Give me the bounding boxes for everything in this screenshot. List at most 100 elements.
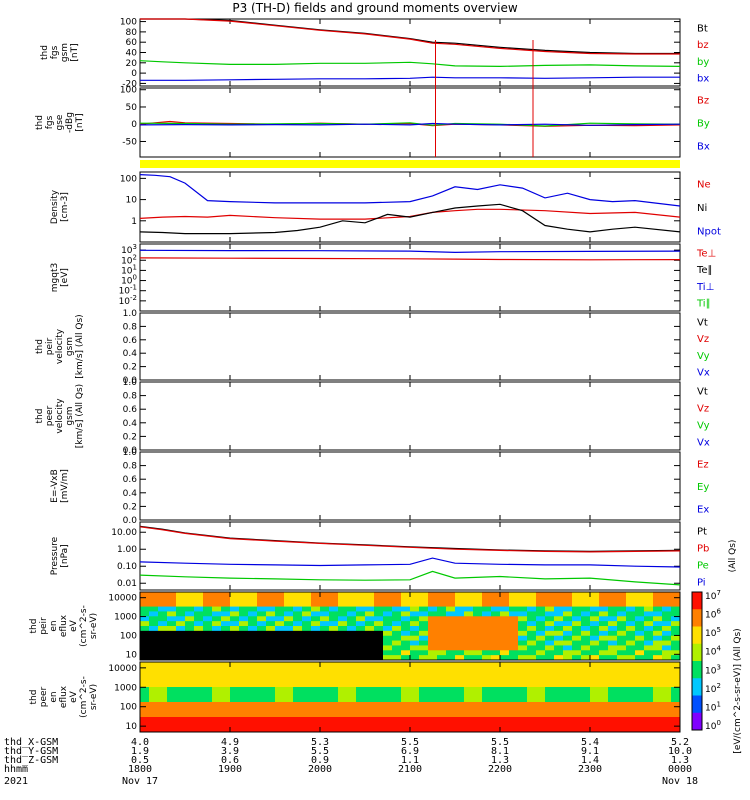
footer-value: 5.5 <box>401 737 419 748</box>
spectrogram-cell <box>365 667 375 673</box>
spectrogram-cell <box>401 611 411 617</box>
spectrogram-cell <box>257 697 267 703</box>
spectrogram-cell <box>338 717 348 723</box>
spectrogram-cell <box>212 662 222 668</box>
spectrogram-cell <box>644 630 654 637</box>
spectrogram-cell <box>158 645 168 651</box>
footer-value: 1.4 <box>581 755 599 766</box>
spectrogram-cell <box>518 722 528 728</box>
spectrogram-cell <box>266 655 276 661</box>
spectrogram-cell <box>374 635 384 642</box>
spectrogram-cell <box>437 727 447 733</box>
spectrogram-cell <box>590 722 600 728</box>
spectrogram-cell <box>365 717 375 723</box>
spectrogram-cell <box>626 702 636 708</box>
spectrogram-cell <box>167 692 177 698</box>
spectrogram-cell <box>356 645 366 651</box>
spectrogram-cell <box>302 722 312 728</box>
spectrogram-cell <box>491 645 501 651</box>
spectrogram-cell <box>500 667 510 673</box>
spectrogram-cell <box>185 621 195 627</box>
quality-flag-bar <box>140 160 680 168</box>
spectrogram-cell <box>635 626 645 632</box>
legend-entry: Ne <box>697 180 711 191</box>
spectrogram-cell <box>617 697 627 703</box>
spectrogram-cell <box>473 712 483 718</box>
spectrogram-cell <box>212 692 222 698</box>
spectrogram-cell <box>383 621 393 627</box>
spectrogram-cell <box>239 667 249 673</box>
y-axis-label: [cm-3] <box>60 192 70 222</box>
spectrogram-cell <box>446 601 456 608</box>
spectrogram-cell <box>302 606 312 612</box>
spectrogram-cell <box>293 650 303 656</box>
spectrogram-cell <box>617 630 627 637</box>
spectrogram-cell <box>356 717 366 723</box>
spectrogram-cell <box>203 682 213 688</box>
spectrogram-cell <box>311 727 321 733</box>
spectrogram-cell <box>491 672 501 678</box>
spectrogram-cell <box>671 601 681 608</box>
spectrogram-cell <box>266 692 276 698</box>
spectrogram-cell <box>221 650 231 656</box>
spectrogram-cell <box>140 687 150 693</box>
spectrogram-cell <box>518 655 528 661</box>
spectrogram-cell <box>644 616 654 622</box>
spectrogram-cell <box>239 722 249 728</box>
spectrogram-cell <box>473 655 483 661</box>
spectrogram-cell <box>320 722 330 728</box>
spectrogram-cell <box>347 702 357 708</box>
spectrogram-cell <box>617 621 627 627</box>
spectrogram-cell <box>653 727 663 733</box>
spectrogram-cell <box>383 662 393 668</box>
spectrogram-cell <box>662 650 672 656</box>
spectrogram-cell <box>284 722 294 728</box>
y-axis-label: peir <box>45 337 55 355</box>
spectrogram-cell <box>275 650 285 656</box>
spectrogram-cell <box>581 635 591 642</box>
spectrogram-cell <box>509 712 519 718</box>
spectrogram-cell <box>302 697 312 703</box>
spectrogram-cell <box>266 727 276 733</box>
spectrogram-cell <box>626 621 636 627</box>
y-axis-label: fgs <box>50 45 60 59</box>
spectrogram-cell <box>149 722 159 728</box>
spectrogram-cell <box>185 697 195 703</box>
spectrogram-cell <box>212 626 222 632</box>
spectrogram-cell <box>419 707 429 713</box>
spectrogram-cell <box>446 592 456 598</box>
spectrogram-cell <box>176 722 186 728</box>
spectrogram-cell <box>635 682 645 688</box>
spectrogram-cell <box>293 687 303 693</box>
spectrogram-cell <box>365 626 375 632</box>
spectrogram-cell <box>194 692 204 698</box>
spectrogram-cell <box>410 626 420 632</box>
spectrogram-cell <box>590 727 600 733</box>
spectrogram-cell <box>392 645 402 651</box>
spectrogram-cell <box>572 712 582 718</box>
spectrogram-cell <box>185 626 195 632</box>
spectrogram-cell <box>473 592 483 598</box>
spectrogram-cell <box>167 672 177 678</box>
spectrogram-cell <box>518 650 528 656</box>
spectrogram-cell <box>284 662 294 668</box>
spectrogram-cell <box>671 682 681 688</box>
spectrogram-cell <box>662 707 672 713</box>
spectrogram-cell <box>581 672 591 678</box>
spectrogram-cell <box>626 692 636 698</box>
series-line-Pb <box>139 526 681 553</box>
legend-entry: Pi <box>697 578 706 589</box>
y-tick-label: 0.01 <box>117 579 137 589</box>
y-tick-label: 80 <box>126 28 138 38</box>
y-axis-label: gse <box>55 114 65 130</box>
spectrogram-cell <box>302 672 312 678</box>
spectrogram-cell <box>365 630 375 637</box>
spectrogram-cell <box>491 702 501 708</box>
spectrogram-cell <box>419 645 429 651</box>
spectrogram-cell <box>500 672 510 678</box>
spectrogram-cell <box>239 702 249 708</box>
spectrogram-cell <box>275 611 285 617</box>
spectrogram-cell <box>644 635 654 642</box>
spectrogram-cell <box>410 596 420 603</box>
